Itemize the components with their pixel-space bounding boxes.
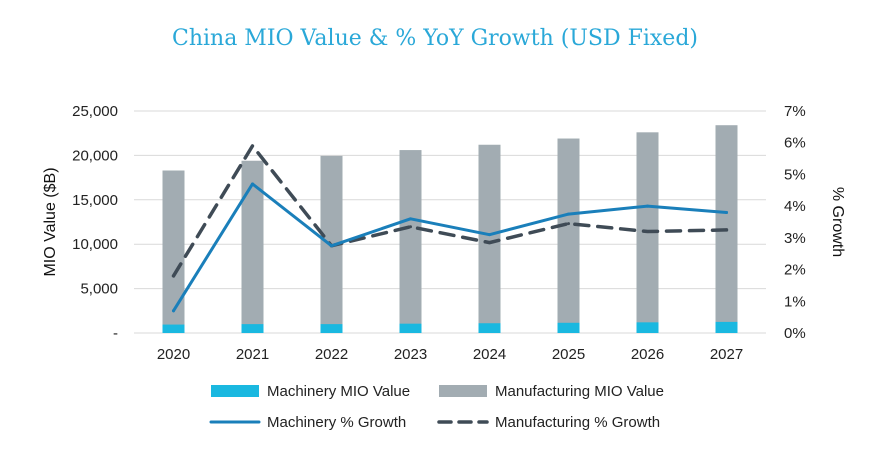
x-tick-label: 2025 [552,346,585,363]
y2-tick-label: 1% [784,293,806,310]
x-tick-label: 2023 [394,346,427,363]
machinery-growth-line-point [488,233,491,237]
machinery-growth-line-point [172,309,175,313]
legend-label: Machinery % Growth [267,414,406,431]
machinery-bar [715,321,738,333]
y-tick-label: 5,000 [80,281,118,298]
manufacturing-growth-line-point [251,144,254,148]
y2-tick-label: 2% [784,262,806,279]
manufacturing-growth-line-point [172,274,175,278]
machinery-growth-line-point [330,244,333,248]
machinery-bar [162,324,185,333]
manufacturing-growth-line-point [646,230,649,234]
y2-tick-label: 3% [784,230,806,247]
manufacturing-bar [241,160,264,333]
manufacturing-bar [162,170,185,333]
legend-label: Machinery MIO Value [267,383,410,400]
x-tick-label: 2027 [710,346,743,363]
chart-title: China MIO Value & % YoY Growth (USD Fixe… [171,26,698,51]
y2-axis-title: % Growth [829,187,846,257]
manufacturing-bar [399,150,422,333]
legend-label: Manufacturing % Growth [495,414,660,431]
y-tick-label: - [113,325,118,342]
machinery-growth-line [172,182,728,313]
machinery-bar [478,323,501,333]
manufacturing-growth-line-point [567,222,570,226]
legend-swatch [439,385,487,397]
manufacturing-bar [478,144,501,333]
machinery-bar [636,322,659,333]
y2-tick-label: 7% [784,103,806,120]
x-tick-label: 2024 [473,346,506,363]
machinery-growth-line-point [725,210,728,214]
y-tick-label: 10,000 [72,236,118,253]
machinery-growth-line-point [409,217,412,221]
x-tick-label: 2020 [157,346,190,363]
legend-label: Manufacturing MIO Value [495,383,664,400]
y-axis-title: MIO Value ($B) [42,167,59,276]
y2-tick-label: 4% [784,198,806,215]
x-tick-label: 2021 [236,346,269,363]
y-tick-label: 20,000 [72,147,118,164]
legend-swatch [211,385,259,397]
machinery-growth-line-point [251,182,254,186]
y2-tick-label: 5% [784,166,806,183]
manufacturing-growth-line-point [409,225,412,229]
x-tick-label: 2026 [631,346,664,363]
y2-tick-label: 0% [784,325,806,342]
machinery-growth-line-point [646,204,649,208]
machinery-bar [320,324,343,333]
x-tick-label: 2022 [315,346,348,363]
machinery-bar [241,324,264,333]
y-tick-label: 25,000 [72,103,118,120]
machinery-bar [399,323,422,333]
manufacturing-growth-line-point [725,228,728,232]
manufacturing-growth-line-point [488,241,491,245]
machinery-bar [557,322,580,333]
y2-tick-label: 6% [784,135,806,152]
machinery-growth-line-point [567,212,570,216]
manufacturing-bar [557,138,580,333]
manufacturing-growth-line [171,144,729,278]
y-tick-label: 15,000 [72,192,118,209]
